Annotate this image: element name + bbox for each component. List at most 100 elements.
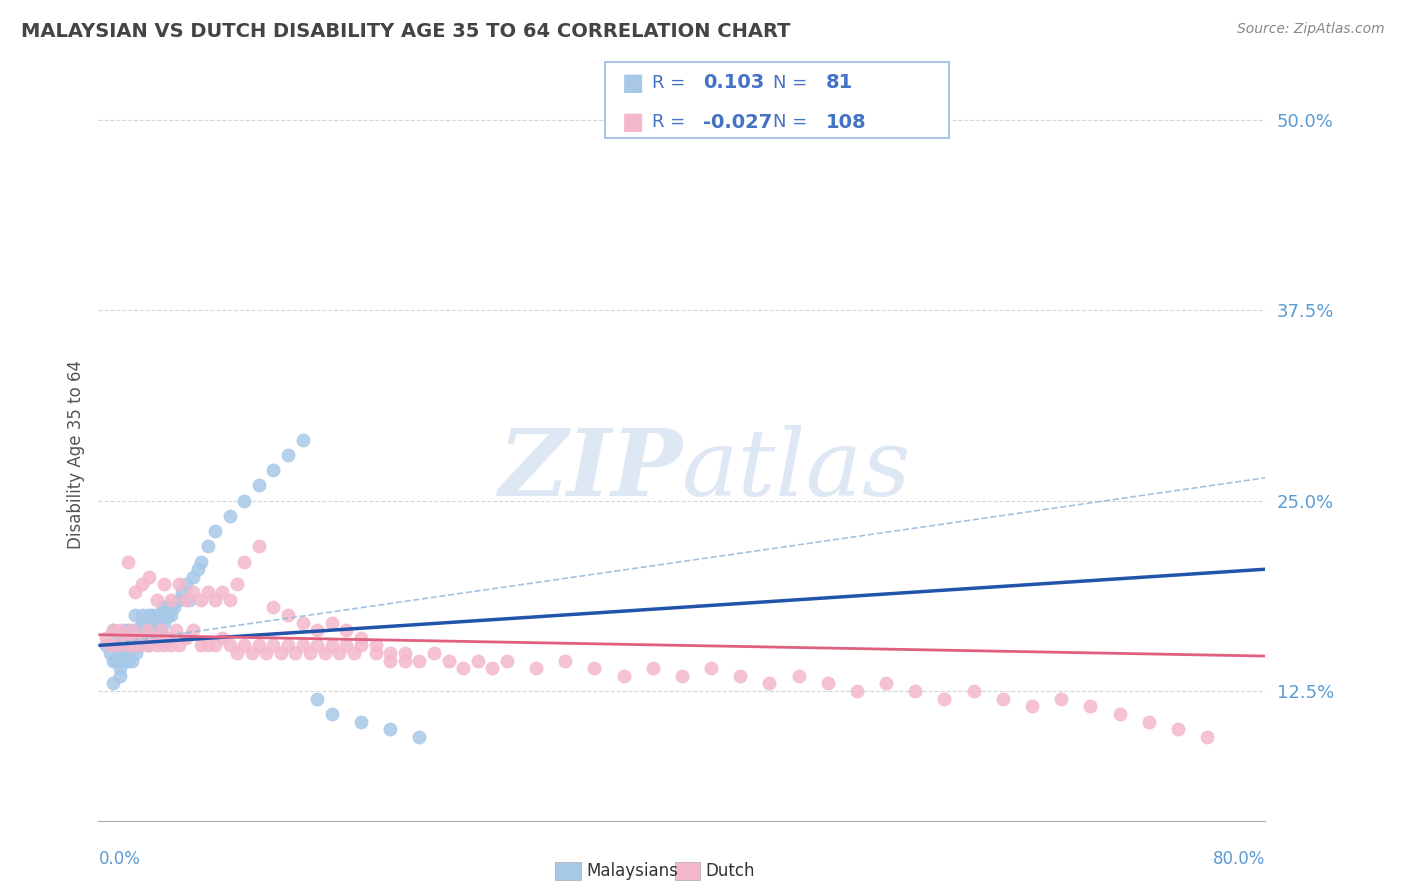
Point bbox=[132, 631, 155, 645]
Point bbox=[467, 654, 489, 668]
Point bbox=[114, 639, 136, 653]
Point bbox=[291, 639, 314, 653]
Point bbox=[110, 623, 132, 637]
Point bbox=[148, 607, 170, 622]
Point bbox=[149, 615, 172, 630]
Point bbox=[350, 639, 373, 653]
Point bbox=[408, 730, 430, 744]
Point bbox=[117, 631, 139, 645]
Point bbox=[233, 555, 256, 569]
Point bbox=[115, 646, 138, 660]
Point bbox=[177, 592, 200, 607]
Point bbox=[163, 600, 186, 615]
Text: 80.0%: 80.0% bbox=[1213, 850, 1265, 868]
Point bbox=[110, 631, 132, 645]
Point bbox=[1021, 699, 1043, 714]
Text: Malaysians: Malaysians bbox=[586, 862, 678, 880]
Point bbox=[481, 661, 503, 675]
Point bbox=[335, 623, 357, 637]
Point bbox=[124, 607, 146, 622]
Point bbox=[380, 646, 402, 660]
Point bbox=[128, 639, 150, 653]
Point bbox=[187, 562, 209, 576]
Point bbox=[153, 577, 176, 591]
Point bbox=[277, 639, 299, 653]
Point bbox=[131, 607, 153, 622]
Point bbox=[174, 631, 197, 645]
Point bbox=[364, 646, 387, 660]
Point bbox=[437, 654, 460, 668]
Text: N =: N = bbox=[773, 113, 813, 131]
Point bbox=[101, 676, 124, 690]
Text: ZIP: ZIP bbox=[498, 425, 682, 515]
Point bbox=[128, 631, 150, 645]
Point bbox=[157, 631, 180, 645]
Point bbox=[105, 639, 128, 653]
Text: N =: N = bbox=[773, 74, 813, 92]
Point bbox=[167, 592, 190, 607]
Text: atlas: atlas bbox=[682, 425, 911, 515]
Point bbox=[157, 607, 180, 622]
Point bbox=[247, 478, 270, 492]
Point bbox=[934, 691, 956, 706]
Point bbox=[112, 654, 135, 668]
Point bbox=[124, 585, 146, 599]
Point bbox=[124, 639, 146, 653]
Text: 108: 108 bbox=[825, 112, 866, 132]
Point bbox=[204, 639, 226, 653]
Point bbox=[1195, 730, 1218, 744]
Point bbox=[117, 623, 139, 637]
Point bbox=[991, 691, 1014, 706]
Point bbox=[143, 615, 166, 630]
Point bbox=[262, 639, 284, 653]
Point bbox=[94, 639, 117, 653]
Point bbox=[146, 607, 169, 622]
Point bbox=[291, 433, 314, 447]
Text: 0.0%: 0.0% bbox=[98, 850, 141, 868]
Point bbox=[394, 646, 416, 660]
Point bbox=[117, 654, 139, 668]
Point bbox=[146, 592, 169, 607]
Point bbox=[846, 684, 869, 698]
Point bbox=[131, 577, 153, 591]
Point bbox=[817, 676, 839, 690]
Point bbox=[671, 669, 693, 683]
Point bbox=[139, 623, 162, 637]
Point bbox=[218, 508, 240, 523]
Point bbox=[129, 623, 152, 637]
Point bbox=[136, 607, 159, 622]
Point bbox=[307, 623, 329, 637]
Point bbox=[496, 654, 519, 668]
Point bbox=[181, 570, 204, 584]
Point bbox=[98, 639, 121, 653]
Point bbox=[165, 623, 187, 637]
Point bbox=[174, 592, 197, 607]
Point bbox=[270, 646, 292, 660]
Point bbox=[291, 615, 314, 630]
Point bbox=[350, 714, 373, 729]
Point bbox=[170, 585, 193, 599]
Point bbox=[298, 646, 321, 660]
Point bbox=[181, 623, 204, 637]
Point bbox=[190, 639, 212, 653]
Text: R =: R = bbox=[652, 74, 692, 92]
Point bbox=[350, 631, 373, 645]
Point bbox=[1167, 723, 1189, 737]
Point bbox=[321, 615, 343, 630]
Point bbox=[218, 639, 240, 653]
Point bbox=[641, 661, 664, 675]
Point bbox=[98, 646, 121, 660]
Point bbox=[135, 623, 157, 637]
Point bbox=[758, 676, 780, 690]
Point bbox=[128, 639, 150, 653]
Point bbox=[190, 555, 212, 569]
Point bbox=[127, 623, 149, 637]
Point bbox=[160, 607, 183, 622]
Point bbox=[118, 646, 141, 660]
Point bbox=[104, 654, 127, 668]
Point bbox=[380, 723, 402, 737]
Text: 81: 81 bbox=[825, 73, 852, 93]
Point bbox=[226, 577, 249, 591]
Point bbox=[124, 631, 146, 645]
Text: Dutch: Dutch bbox=[706, 862, 755, 880]
